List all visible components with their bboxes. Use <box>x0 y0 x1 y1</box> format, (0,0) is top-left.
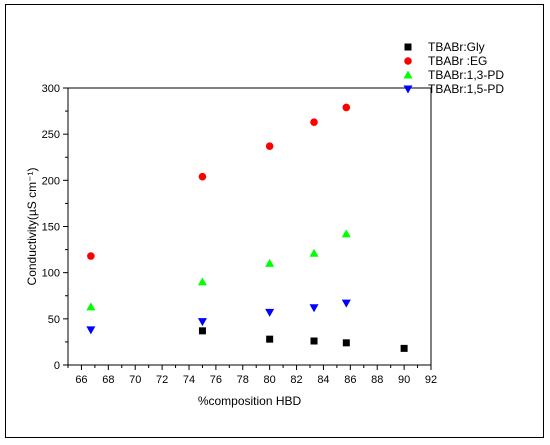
series-3 <box>86 229 351 311</box>
data-point <box>197 277 207 286</box>
data-point <box>342 339 350 347</box>
data-point <box>265 258 275 267</box>
legend-label: TBABr :EG <box>428 54 487 68</box>
legend-item: TBABr :EG <box>404 54 487 68</box>
data-point <box>265 308 275 317</box>
data-point <box>198 172 207 181</box>
legend-item: TBABr:1,3-PD <box>403 68 504 82</box>
data-point <box>265 142 274 150</box>
data-points <box>86 103 408 352</box>
legend-item: TBABr:Gly <box>404 40 485 54</box>
data-point <box>342 103 351 112</box>
x-tick-label: 78 <box>237 374 249 386</box>
series-2 <box>87 103 351 260</box>
legend-label: TBABr:1,5-PD <box>428 82 504 96</box>
y-tick-label: 150 <box>42 222 60 234</box>
data-point <box>198 327 206 335</box>
legend-label: TBABr:Gly <box>428 40 485 54</box>
data-point <box>400 344 408 352</box>
legend-marker <box>404 43 412 51</box>
data-point <box>341 299 351 308</box>
data-point <box>197 318 207 327</box>
x-axis-label: %composition HBD <box>198 394 302 408</box>
x-tick-label: 80 <box>264 374 276 386</box>
series-1 <box>198 327 408 352</box>
plot-area <box>67 87 432 366</box>
y-tick-label: 50 <box>48 314 60 326</box>
axis-ticks: 66 68 70 72 74 76 78 80 82 84 86 88 90 92 0 50 100 150 200… <box>42 83 437 386</box>
x-tick-label: 88 <box>371 374 383 386</box>
legend-label: TBABr:1,3-PD <box>428 68 504 82</box>
x-tick-label: 86 <box>344 374 356 386</box>
y-tick-label: 200 <box>42 175 60 187</box>
x-tick-label: 72 <box>156 374 168 386</box>
data-point <box>310 118 318 126</box>
y-tick-label: 300 <box>42 83 60 95</box>
y-axis-label: Conductivity(µS cm⁻¹) <box>25 168 39 286</box>
x-tick-label: 74 <box>183 374 195 386</box>
data-point <box>87 252 95 260</box>
y-tick-label: 100 <box>42 268 60 280</box>
data-point <box>310 337 318 345</box>
legend-marker <box>403 70 413 79</box>
x-tick-label: 68 <box>102 374 114 386</box>
series-4 <box>86 299 351 335</box>
x-tick-label: 84 <box>317 374 329 386</box>
legend-marker <box>404 57 412 65</box>
x-tick-label: 82 <box>290 374 302 386</box>
y-tick-label: 0 <box>54 360 60 372</box>
x-tick-label: 76 <box>210 374 222 386</box>
data-point <box>309 248 319 257</box>
x-tick-label: 90 <box>398 374 410 386</box>
legend-marker <box>403 85 413 94</box>
data-point <box>86 326 96 335</box>
plot-axes <box>67 87 432 366</box>
data-point <box>341 229 351 238</box>
legend-item: TBABr:1,5-PD <box>403 82 504 96</box>
y-tick-label: 250 <box>42 129 60 141</box>
x-tick-label: 66 <box>75 374 87 386</box>
figure-frame <box>5 4 544 438</box>
x-tick-label: 92 <box>425 374 437 386</box>
data-point <box>309 304 319 313</box>
data-point <box>86 302 96 311</box>
data-point <box>266 335 274 343</box>
x-tick-label: 70 <box>129 374 141 386</box>
